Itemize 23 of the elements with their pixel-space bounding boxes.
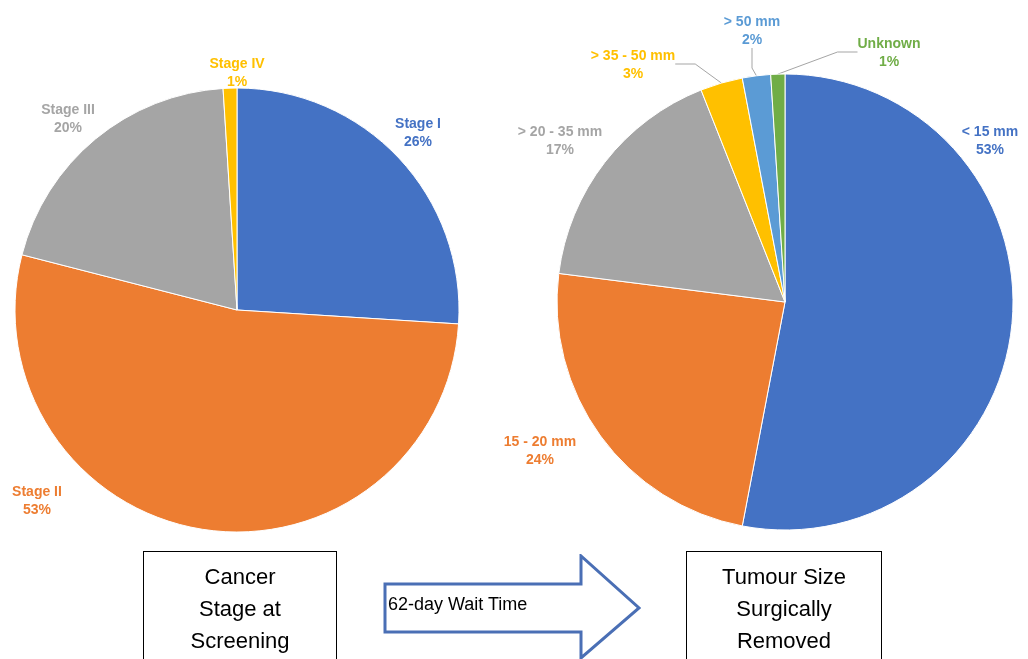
data-label: 26% (403, 133, 433, 149)
text: 62-day Wait Time (388, 594, 529, 615)
slice-label: 15 - 20 mm (503, 433, 577, 449)
text: Cancer Stage at Screening (143, 551, 337, 659)
slice-label: Stage II (12, 483, 62, 499)
data-label: 53% (22, 501, 52, 517)
data-label: 1% (226, 73, 248, 89)
data-label: 3% (622, 65, 644, 81)
data-label: 1% (878, 53, 900, 69)
data-label: 17% (545, 141, 575, 157)
slice-label: > 50 mm (723, 13, 781, 29)
data-label: 20% (53, 119, 83, 135)
text: Tumour Size Surgically Removed (686, 551, 882, 659)
slice-label: Stage III (41, 101, 95, 117)
data-label: 2% (741, 31, 763, 47)
slice-label: > 20 - 35 mm (517, 123, 603, 139)
slice-label: < 15 mm (961, 123, 1019, 139)
slice-label: Stage I (395, 115, 441, 131)
slice-label: Unknown (857, 35, 921, 51)
slice-label: Stage IV (209, 55, 266, 71)
data-label: 53% (975, 141, 1005, 157)
data-label: 24% (525, 451, 555, 467)
slice-label: > 35 - 50 mm (590, 47, 676, 63)
